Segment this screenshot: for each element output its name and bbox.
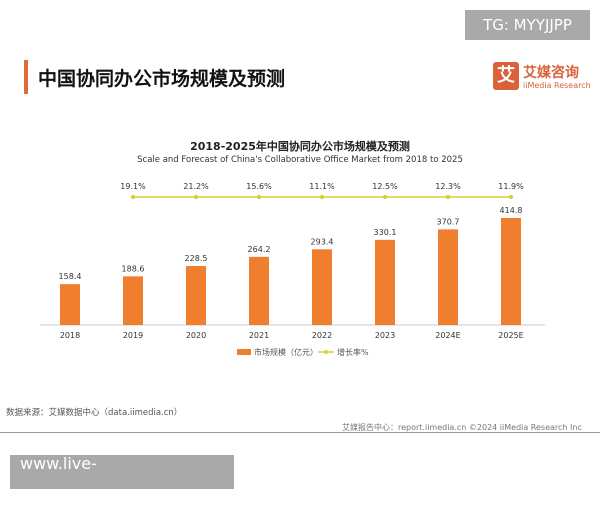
watermark-top: TG: MYYJJPP bbox=[465, 10, 590, 40]
bar-label: 370.7 bbox=[437, 217, 460, 226]
x-tick-label: 2018 bbox=[60, 331, 80, 340]
logo-cn: 艾媒咨询 bbox=[523, 65, 579, 81]
watermark-bottom: www.live-aomenjinsha.com bbox=[10, 454, 234, 507]
x-tick-label: 2020 bbox=[186, 331, 206, 340]
logo: 艾 艾媒咨询 iiMedia Research bbox=[493, 62, 593, 102]
growth-point bbox=[319, 194, 325, 200]
logo-mark: 艾 bbox=[493, 62, 519, 90]
growth-label: 15.6% bbox=[246, 182, 272, 191]
bar-label: 228.5 bbox=[185, 254, 208, 263]
page-title: 中国协同办公市场规模及预测 bbox=[38, 68, 286, 90]
bar bbox=[60, 284, 80, 325]
bar bbox=[438, 229, 458, 325]
growth-label: 11.1% bbox=[309, 182, 335, 191]
growth-point bbox=[193, 194, 199, 200]
bar bbox=[186, 266, 206, 325]
logo-en: iiMedia Research bbox=[523, 81, 591, 90]
x-tick-label: 2019 bbox=[123, 331, 143, 340]
growth-point bbox=[382, 194, 388, 200]
legend-bar-label: 市场规模（亿元） bbox=[254, 347, 318, 357]
bar-label: 293.4 bbox=[311, 237, 334, 246]
x-tick-label: 2024E bbox=[435, 331, 460, 340]
growth-point bbox=[256, 194, 262, 200]
bar bbox=[312, 249, 332, 325]
divider bbox=[0, 432, 600, 433]
bar-label: 264.2 bbox=[248, 245, 271, 254]
bar bbox=[501, 217, 521, 325]
footer: 艾媒报告中心：report.iimedia.cn ©2024 iiMedia R… bbox=[342, 423, 582, 432]
x-tick-label: 2021 bbox=[249, 331, 269, 340]
growth-point bbox=[130, 194, 136, 200]
growth-point bbox=[445, 194, 451, 200]
bar bbox=[123, 276, 143, 325]
bar bbox=[249, 256, 269, 325]
growth-label: 21.2% bbox=[183, 182, 209, 191]
growth-label: 11.9% bbox=[498, 182, 524, 191]
legend-line-marker bbox=[324, 350, 328, 354]
bar-label: 330.1 bbox=[374, 228, 397, 237]
bar bbox=[375, 239, 395, 325]
x-tick-label: 2025E bbox=[498, 331, 523, 340]
x-tick-label: 2022 bbox=[312, 331, 332, 340]
growth-label: 19.1% bbox=[120, 182, 146, 191]
x-tick-label: 2023 bbox=[375, 331, 395, 340]
watermark-bottom-text: www.live-aomenjinsha.com bbox=[20, 454, 162, 507]
title-accent-bar bbox=[24, 60, 28, 94]
data-source: 数据来源：艾媒数据中心（data.iimedia.cn） bbox=[6, 408, 183, 418]
chart: 158.4 2018 188.6 2019 228.5 2020 264.2 2021 293.… bbox=[40, 182, 545, 357]
legend-bar-swatch bbox=[237, 349, 251, 355]
growth-point bbox=[508, 194, 514, 200]
chart-title: 2018-2025年中国协同办公市场规模及预测 bbox=[190, 140, 410, 153]
bar-label: 414.8 bbox=[500, 206, 523, 215]
bar-label: 188.6 bbox=[122, 264, 145, 273]
legend-line-label: 增长率% bbox=[337, 347, 369, 357]
bar-label: 158.4 bbox=[59, 272, 82, 281]
growth-label: 12.5% bbox=[372, 182, 398, 191]
chart-subtitle: Scale and Forecast of China's Collaborat… bbox=[137, 155, 463, 165]
growth-label: 12.3% bbox=[435, 182, 461, 191]
